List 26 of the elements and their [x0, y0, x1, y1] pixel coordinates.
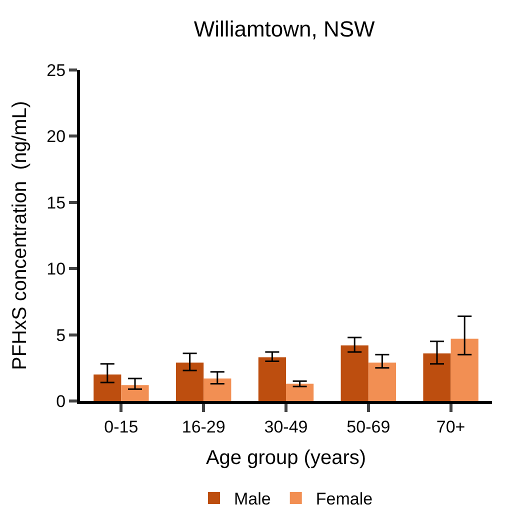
legend-label: Male: [234, 490, 271, 509]
x-tick-label: 16-29: [182, 417, 226, 436]
bar: [450, 338, 478, 401]
x-tick-label: 50-69: [346, 417, 390, 436]
x-axis-title: Age group (years): [206, 446, 366, 469]
bar: [176, 362, 204, 401]
bar: [204, 378, 232, 401]
x-tick-label: 0-15: [104, 417, 138, 436]
y-tick-label: 10: [46, 260, 66, 279]
y-tick-label: 25: [46, 60, 66, 80]
bar: [340, 345, 368, 401]
y-tick-label: 20: [46, 127, 66, 146]
y-axis-title: PFHxS concentration (ng/mL): [9, 101, 32, 370]
y-tick-label: 5: [56, 326, 66, 345]
bar: [423, 353, 451, 401]
x-tick-label: 70+: [436, 417, 466, 436]
bar: [258, 357, 286, 401]
bar: [286, 384, 314, 401]
bar: [121, 385, 149, 401]
y-tick-label: 0: [56, 392, 66, 411]
chart-title: Williamtown, NSW: [194, 16, 376, 42]
legend-label: Female: [316, 490, 373, 509]
bar: [94, 374, 122, 401]
y-tick-label: 15: [46, 193, 66, 212]
bar: [368, 362, 396, 401]
x-tick-label: 30-49: [264, 417, 308, 436]
